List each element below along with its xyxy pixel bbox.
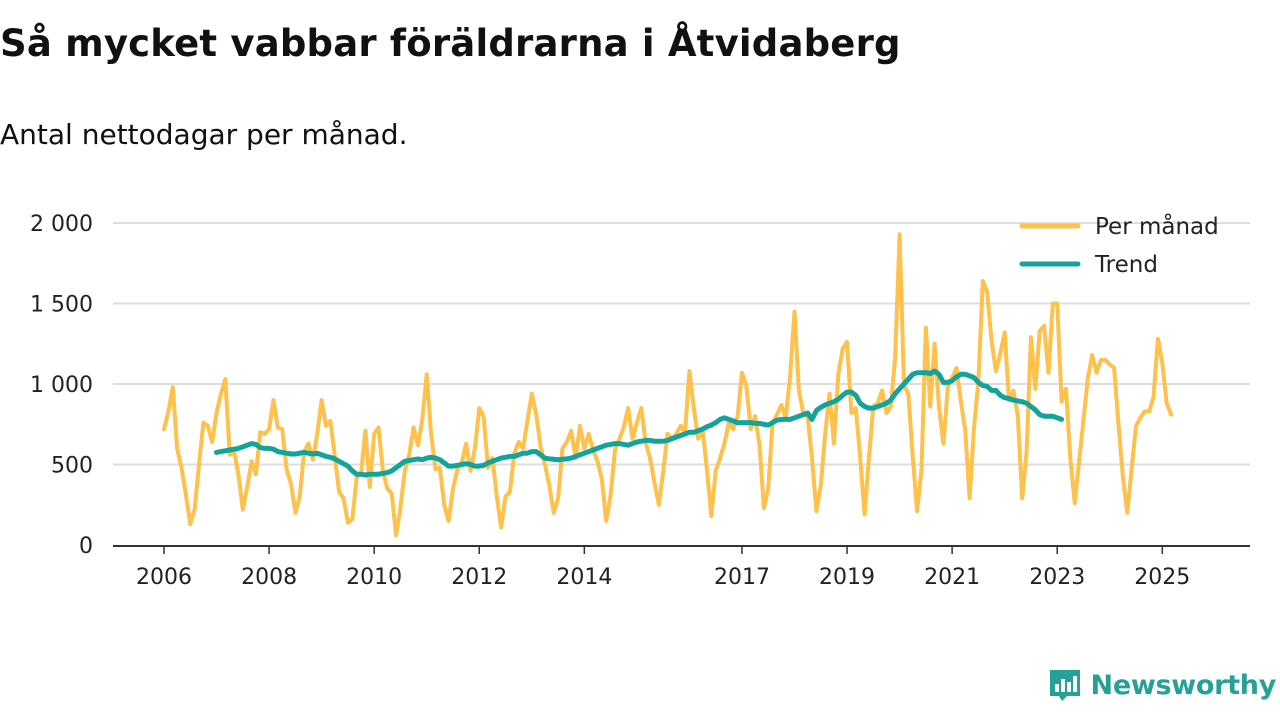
x-axis: 2006 2008 2010 2012 2014 2017 2019 2021 2023 2025 xyxy=(113,545,1250,590)
y-tick-label: 1 000 xyxy=(30,373,93,398)
legend: Per månad Trend xyxy=(1019,212,1219,278)
legend-item-per-month: Per månad xyxy=(1019,212,1219,240)
x-tick-label: 2012 xyxy=(451,565,507,590)
y-tick-label: 500 xyxy=(51,454,93,479)
x-tick-label: 2008 xyxy=(241,565,297,590)
brand-name: Newsworthy xyxy=(1090,669,1277,701)
x-tick-label: 2021 xyxy=(924,565,980,590)
x-tick-label: 2023 xyxy=(1029,565,1085,590)
x-tick-label: 2025 xyxy=(1134,565,1190,590)
newsworthy-logo-icon xyxy=(1049,670,1080,701)
legend-label: Trend xyxy=(1094,252,1158,278)
x-tick-label: 2014 xyxy=(556,565,612,590)
x-tick-label: 2006 xyxy=(136,565,192,590)
y-tick-label: 0 xyxy=(79,534,93,559)
series-line-trend xyxy=(214,368,1065,478)
x-tick-label: 2019 xyxy=(819,565,875,590)
series-line-per-month xyxy=(162,232,1174,538)
y-tick-label: 1 500 xyxy=(30,293,93,318)
chart-title: Så mycket vabbar föräldrarna i Åtvidaber… xyxy=(0,22,901,65)
y-axis-ticks: 0 500 1 000 1 500 2 000 xyxy=(30,212,93,559)
legend-label: Per månad xyxy=(1095,212,1219,240)
y-tick-label: 2 000 xyxy=(30,212,93,237)
x-tick-label: 2010 xyxy=(346,565,402,590)
legend-item-trend: Trend xyxy=(1019,252,1158,278)
chart-series xyxy=(162,232,1174,538)
brand-logo: Newsworthy xyxy=(1047,667,1276,703)
chart-subtitle: Antal nettodagar per månad. xyxy=(0,118,408,151)
x-tick-label: 2017 xyxy=(714,565,770,590)
